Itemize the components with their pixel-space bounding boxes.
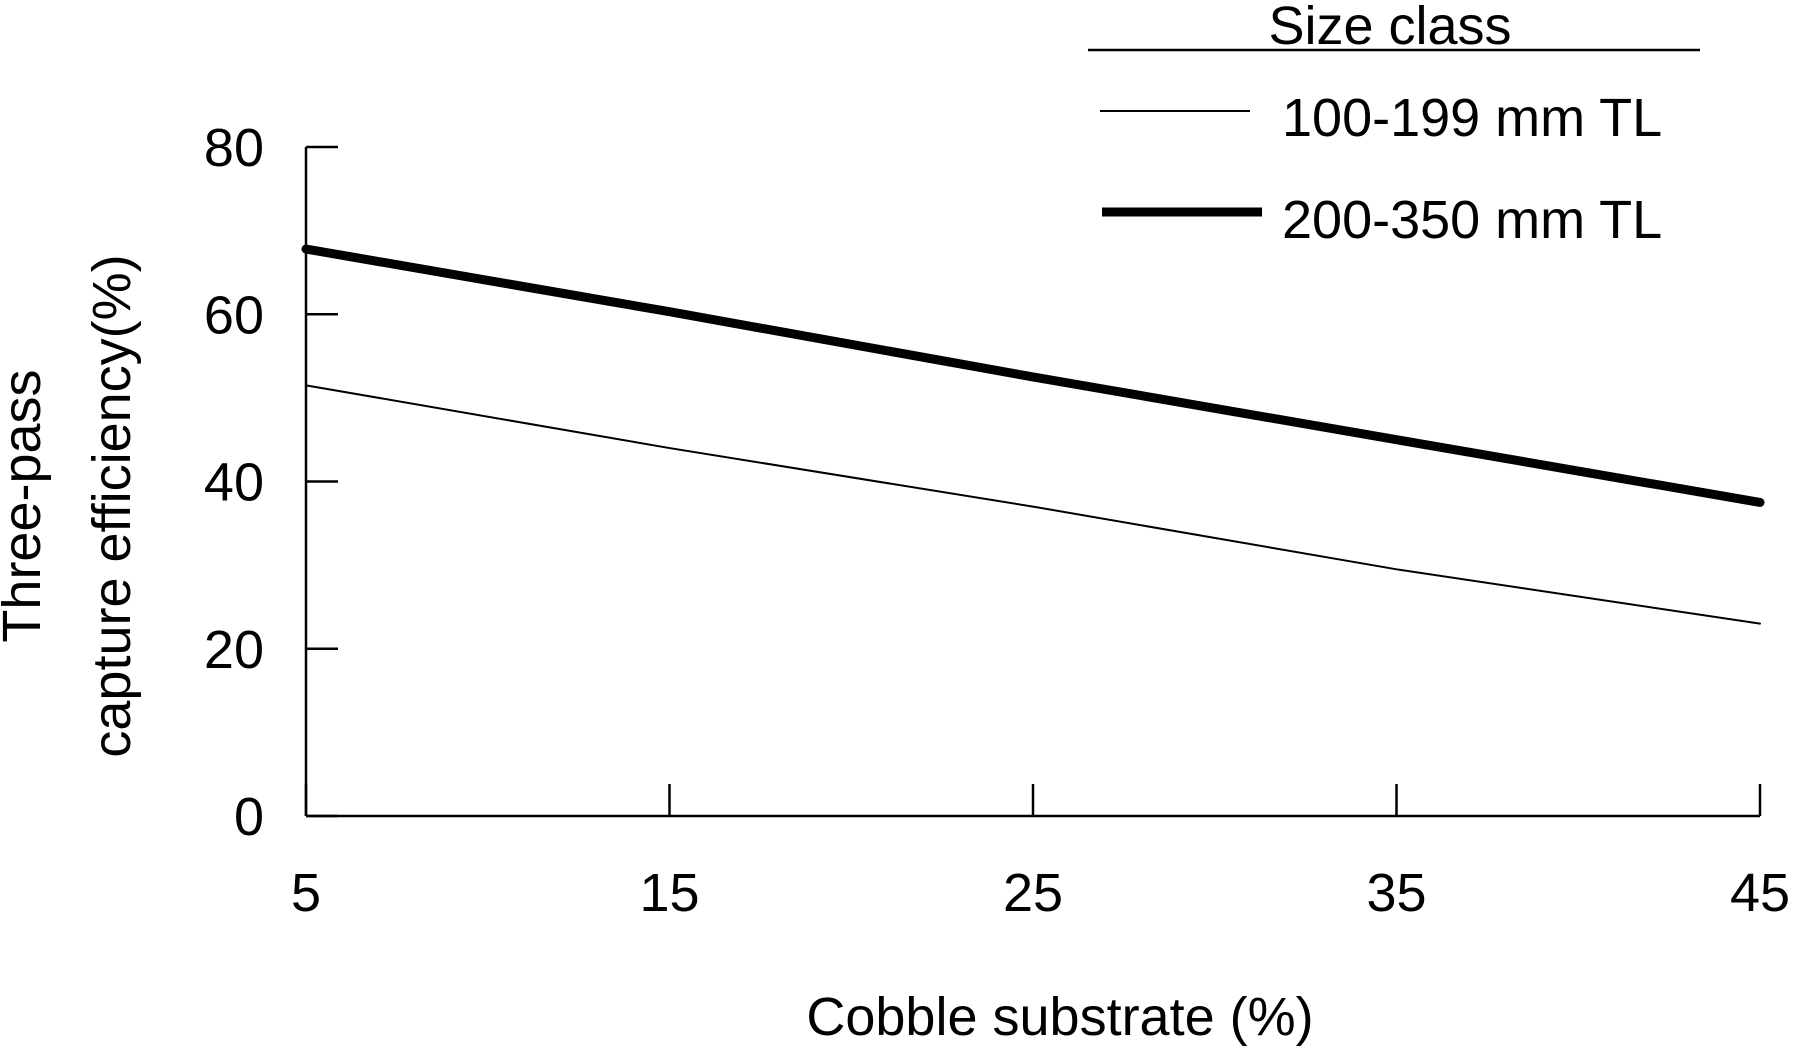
x-tick-label-15: 15 [639,863,699,923]
x-ticks: 5 15 25 35 45 [291,784,1790,923]
x-axis-title: Cobble substrate (%) [806,987,1313,1047]
x-tick-label-5: 5 [291,863,321,923]
x-tick-label-25: 25 [1003,863,1063,923]
legend: Size class 100-199 mm TL 200-350 mm TL [1088,0,1700,250]
series-line-200-350-mm-TL [301,244,1765,507]
y-tick-label-60: 60 [204,285,264,345]
series-line-100-199-mm-TL [305,384,1761,625]
legend-title: Size class [1268,0,1511,56]
series-lines [301,244,1765,625]
x-tick-label-45: 45 [1730,863,1790,923]
y-tick-label-20: 20 [204,620,264,680]
x-tick-label-35: 35 [1366,863,1426,923]
y-axis-title-line-2: capture efficiency(%) [82,254,142,757]
legend-label-200-350: 200-350 mm TL [1282,190,1662,250]
y-tick-label-0: 0 [234,787,264,847]
legend-label-100-199: 100-199 mm TL [1282,88,1662,148]
y-axis-title-line-1: Three-pass [0,369,52,642]
y-tick-label-40: 40 [204,453,264,513]
y-tick-label-80: 80 [204,118,264,178]
y-ticks: 0 20 40 60 80 [204,118,338,847]
